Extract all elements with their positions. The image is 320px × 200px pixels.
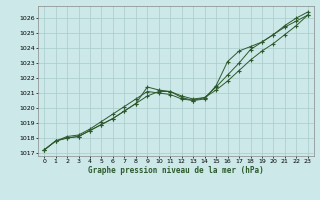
X-axis label: Graphe pression niveau de la mer (hPa): Graphe pression niveau de la mer (hPa) [88,166,264,175]
